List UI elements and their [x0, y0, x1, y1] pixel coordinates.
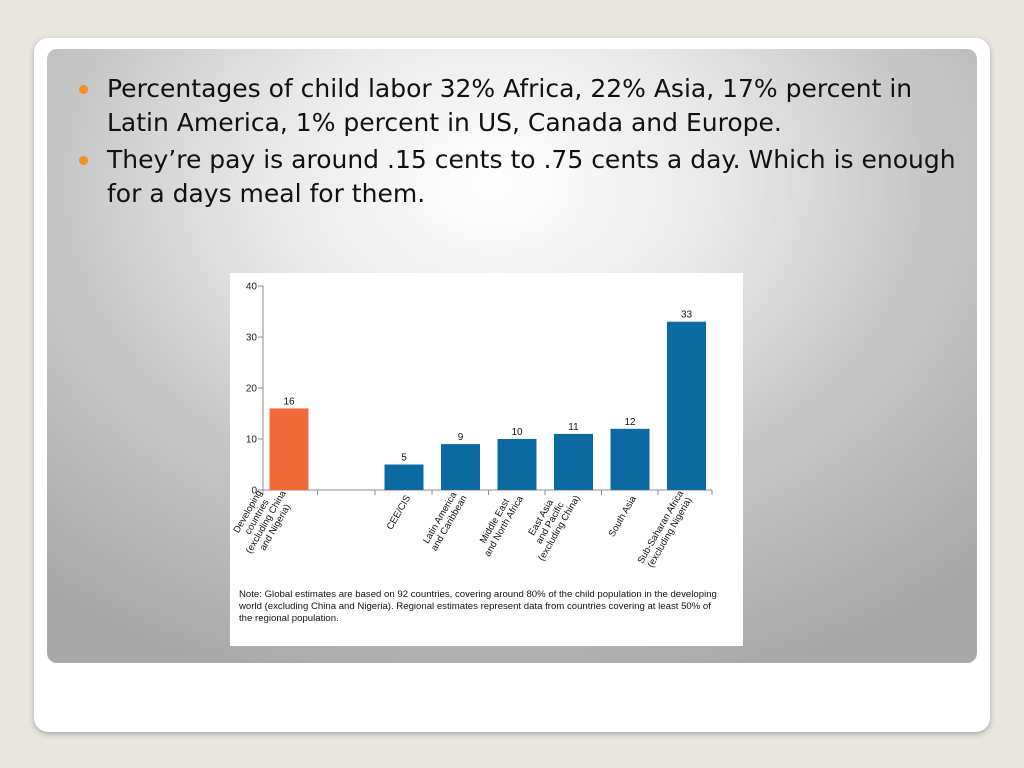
- x-tick-label: East Asiaand Pacific(excluding China): [518, 483, 583, 563]
- bar: [384, 464, 424, 490]
- bullet-dot-icon: [79, 85, 88, 94]
- data-label: 11: [568, 422, 579, 433]
- x-tick-label-line: CEE/CIS: [385, 494, 414, 532]
- bullet-item-pay: They’re pay is around .15 cents to .75 c…: [76, 143, 956, 211]
- data-label: 12: [624, 417, 636, 428]
- y-tick-label: 40: [246, 282, 258, 293]
- bullet-item-percentages: Percentages of child labor 32% Africa, 2…: [76, 72, 956, 140]
- x-tick-label-line: South Asia: [607, 494, 640, 539]
- bullet-text: Percentages of child labor 32% Africa, 2…: [107, 74, 913, 137]
- x-tick-label: CEE/CIS: [385, 494, 414, 532]
- data-label: 33: [681, 310, 693, 321]
- chart-figure: 0 10 20 30 40 16 Developingcountries(excluding…: [230, 273, 743, 646]
- bar: [269, 408, 309, 490]
- bar: [441, 444, 480, 490]
- bar: [497, 439, 537, 490]
- x-tick-label: Middle Eastand North Africa: [473, 488, 526, 558]
- y-tick-label: 10: [246, 435, 258, 446]
- bar-chart: 01020304016Developingcountries(excluding…: [231, 282, 713, 571]
- data-label: 9: [458, 432, 464, 443]
- data-label: 10: [511, 427, 523, 438]
- data-label: 5: [401, 453, 407, 464]
- y-tick-label: 0: [251, 486, 257, 497]
- bullet-dot-icon: [79, 156, 88, 165]
- bullet-text: They’re pay is around .15 cents to .75 c…: [107, 145, 956, 208]
- y-tick-label: 20: [246, 384, 258, 395]
- x-tick-label: Latin Americaand Caribbean: [420, 488, 470, 553]
- y-tick-label: 30: [246, 333, 258, 344]
- chart-note: Note: Global estimates are based on 92 c…: [239, 589, 717, 625]
- bar: [667, 321, 706, 490]
- x-tick-label: Sub-Saharan Africa(excluding Nigeria): [636, 488, 696, 571]
- x-tick-label: South Asia: [607, 494, 640, 539]
- bullet-list: Percentages of child labor 32% Africa, 2…: [76, 72, 956, 214]
- data-label: 16: [283, 396, 295, 407]
- bar: [554, 433, 593, 490]
- bar: [610, 428, 650, 490]
